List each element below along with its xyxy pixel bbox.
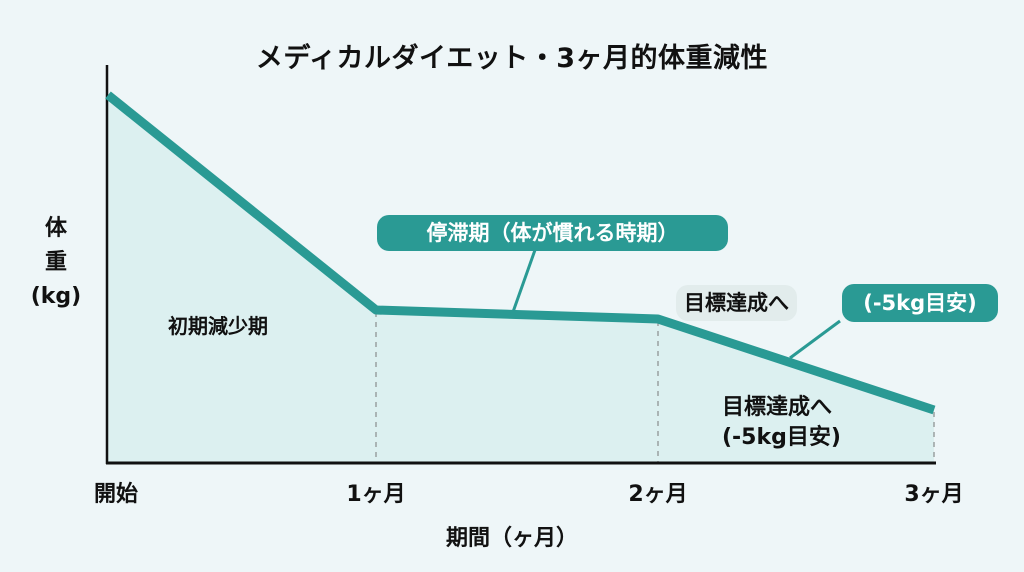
weight-line <box>105 91 936 415</box>
goal-leader-line <box>789 319 841 360</box>
initial-phase-label: 初期減少期 <box>168 314 268 338</box>
y-label-char-2: 重 <box>44 250 67 275</box>
goal-soft-label: 目標達成へ <box>676 285 797 321</box>
goal-note-line-2: (-5kg目安) <box>722 425 841 450</box>
y-label-unit: (kg) <box>30 284 82 309</box>
y-axis-label: 体 重 (kg) <box>26 212 86 314</box>
x-tick-start: 開始 <box>93 482 139 507</box>
x-axis-label: 期間（ヶ月） <box>445 526 578 551</box>
goal-badge: (-5kg目安) <box>842 284 998 322</box>
x-tick-2-month: 2ヶ月 <box>628 482 688 507</box>
plateau-leader-line <box>511 249 537 313</box>
x-tick-3-month: 3ヶ月 <box>904 482 964 507</box>
area-fill <box>108 95 934 463</box>
y-label-char-1: 体 <box>44 216 67 241</box>
x-tick-1-month: 1ヶ月 <box>346 482 406 507</box>
plateau-badge: 停滞期（体が慣れる時期） <box>377 215 728 251</box>
goal-note: 目標達成へ (-5kg目安) <box>722 393 841 453</box>
chart-title: メディカルダイエット・3ヶ月的体重減性 <box>255 43 769 74</box>
goal-note-line-1: 目標達成へ <box>722 395 833 420</box>
